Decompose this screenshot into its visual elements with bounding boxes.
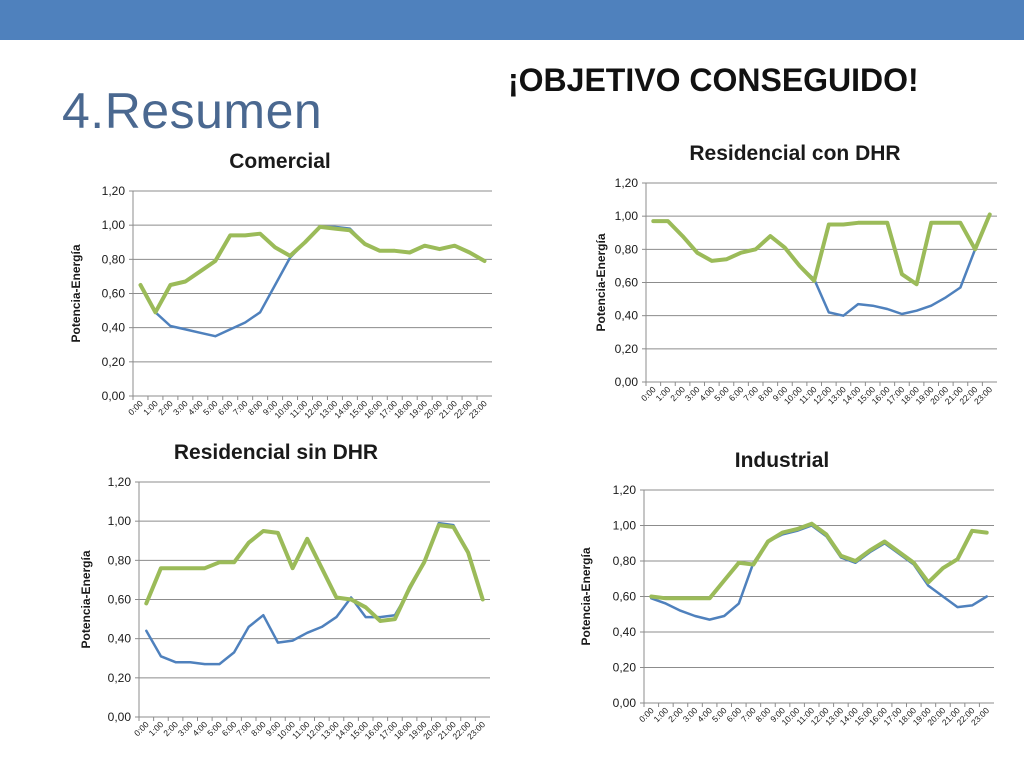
series-line-blue [652, 213, 991, 317]
y-tick-label: 1,20 [108, 475, 132, 489]
y-tick-label: 0,80 [615, 242, 639, 256]
chart-title: Comercial [229, 150, 331, 173]
y-tick-label: 0,40 [613, 625, 637, 639]
y-tick-label: 1,00 [615, 209, 639, 223]
y-tick-label: 1,00 [613, 519, 637, 533]
x-tick-label: 23:00 [467, 398, 489, 420]
header-bar [0, 0, 1024, 40]
y-tick-label: 0,80 [108, 553, 132, 567]
y-tick-label: 0,00 [108, 710, 132, 724]
series-line-green [144, 523, 485, 623]
y-tick-label: 1,20 [615, 176, 639, 190]
y-tick-label: 0,40 [108, 632, 132, 646]
y-axis-label: Potencia-Energía [594, 233, 608, 331]
y-axis-label: Potencia-Energía [579, 547, 593, 645]
y-tick-label: 1,20 [102, 184, 126, 198]
y-axis-label: Potencia-Energía [69, 244, 83, 342]
chart-title: Industrial [735, 449, 830, 472]
y-tick-label: 1,20 [613, 483, 637, 497]
headline-objetivo: ¡OBJETIVO CONSEGUIDO! [508, 62, 919, 98]
chart-residencial-sin-dhr: Residencial sin DHR 0,00 0,20 0,40 0,60 0,80 1… [79, 441, 490, 741]
y-tick-label: 1,00 [102, 218, 126, 232]
chart-comercial: Comercial0,000,200,400,600,801,001,200:0… [69, 150, 492, 420]
chart-title: Residencial sin DHR [174, 441, 378, 464]
y-tick-label: 0,00 [613, 696, 637, 710]
y-tick-label: 0,40 [615, 309, 639, 323]
y-tick-label: 1,00 [108, 514, 132, 528]
series-line-blue [139, 225, 486, 338]
series-line-green [651, 212, 992, 287]
y-tick-label: 0,60 [108, 593, 132, 607]
y-tick-label: 0,60 [615, 276, 639, 290]
y-tick-label: 0,80 [613, 554, 637, 568]
chart-residencial-con-dhr: Residencial con DHR 0,00 0,20 0,40 0,60 0,80 1… [594, 142, 997, 406]
series-line-green [138, 224, 487, 315]
y-tick-label: 0,20 [613, 661, 637, 675]
y-tick-label: 0,20 [102, 355, 126, 369]
y-tick-label: 0,20 [615, 342, 639, 356]
y-tick-label: 0,40 [102, 321, 126, 335]
y-tick-label: 0,00 [615, 375, 639, 389]
y-tick-label: 0,80 [102, 252, 126, 266]
y-tick-label: 0,20 [108, 671, 132, 685]
chart-industrial: Industrial0,000,200,400,600,801,001,200:… [579, 449, 994, 727]
y-tick-label: 0,60 [613, 590, 637, 604]
y-tick-label: 0,60 [102, 287, 126, 301]
slide-title: 4.Resumen [62, 83, 323, 139]
series-line-green [649, 521, 989, 601]
y-tick-label: 0,00 [102, 389, 126, 403]
y-axis-label: Potencia-Energía [79, 550, 93, 648]
chart-title: Residencial con DHR [689, 142, 900, 165]
